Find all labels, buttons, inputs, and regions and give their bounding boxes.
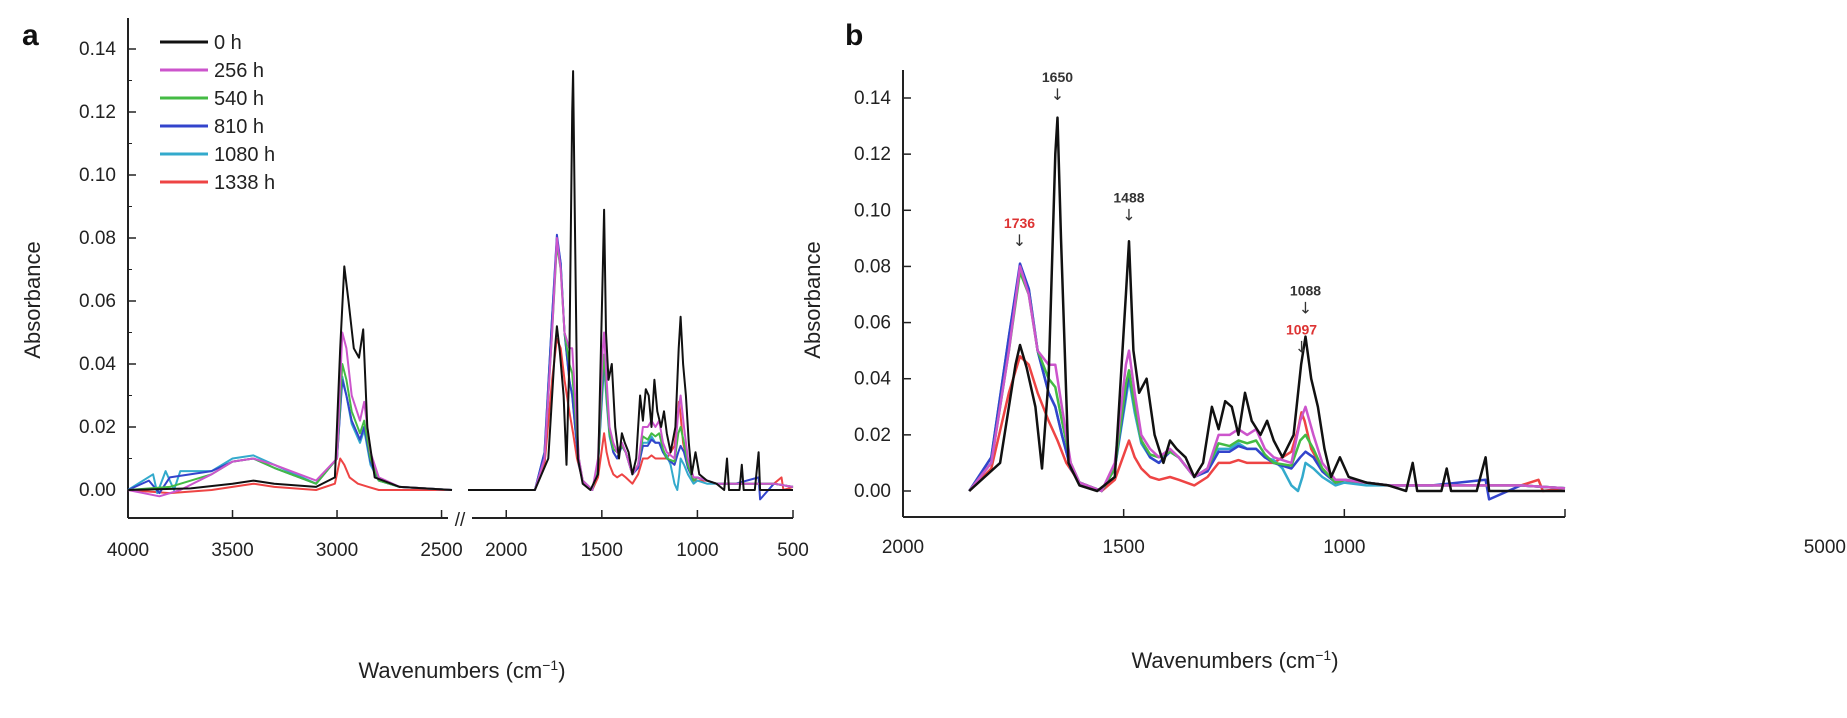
annotation-arrow-1488: ↓ [1122,206,1135,225]
legend-label-1080h: 1080 h [214,144,275,166]
legend-label-1338h: 1338 h [214,172,275,194]
panel-a-xtick-label: 2500 [420,540,462,561]
panel-a-series-0h-right [468,70,793,491]
panel-b-ytick-label: 0.04 [854,369,891,390]
panel-b-ytick-label: 0.00 [854,481,891,502]
panel-b-ytick-label: 0.10 [854,200,891,221]
panel-a-series-1080h-right [468,237,794,491]
panel-b-series [968,116,1566,501]
panel-a-ytick-label: 0.04 [79,354,116,375]
panel-b: b Absorbance Wavenumbers (cm−1) 0.00 0.02… [800,19,1846,673]
annotation-label-1650: 1650 [1042,69,1073,85]
panel-a-xtick-label: 4000 [107,540,149,561]
annotation-label-1097: 1097 [1286,322,1317,338]
panel-a-ytick-label: 0.12 [79,102,116,123]
panel-a-xtick-label: 3000 [316,540,358,561]
panel-b-xtick-label: 1500 [1103,537,1145,558]
panel-b-series-1338h [968,355,1566,493]
panel-a-xtick-label: 1500 [581,540,623,561]
annotation-arrow-1736: ↓ [1013,231,1026,250]
annotation-arrow-1097: ↓ [1295,338,1308,357]
panel-a-axis-break: // [455,510,466,531]
panel-b-xlabel: Wavenumbers (cm−1) [1131,647,1338,673]
panel-b-ytick-label: 0.14 [854,88,891,109]
panel-a-ytick-label: 0.02 [79,417,116,438]
panel-b-axes: 0.00 0.02 0.04 0.06 0.08 0.10 0.12 0.14 2000 1500… [854,70,1846,558]
panel-b-ytick-label: 0.06 [854,313,891,334]
panel-a-ytick-label: 0.06 [79,291,116,312]
panel-a-series-810h-left [127,378,453,495]
panel-a-legend: 0 h 256 h 540 h 810 h 1080 h 1338 h [160,32,275,194]
panel-a-series-0h-left [127,265,453,491]
panel-a-series-540h-right [468,243,794,491]
panel-b-ytick-label: 0.12 [854,144,891,165]
panel-a-xtick-label: 2000 [485,540,527,561]
panel-a-ylabel: Absorbance [20,241,45,358]
panel-b-xtick-label: 5000 [1804,537,1846,558]
annotation-label-1488: 1488 [1113,190,1144,206]
panel-b-ytick-label: 0.08 [854,256,891,277]
panel-b-ytick-label: 0.02 [854,425,891,446]
panel-b-series-0h [968,116,1565,493]
panel-a-axes: // 0.00 0.02 0.04 0.06 0.08 0.10 0.12 0.14 4000 35… [79,18,809,561]
panel-a-letter: a [22,19,39,52]
panel-a-xtick-label: 1000 [676,540,718,561]
panel-b-annotations: 1650↓1488↓1736↓1088↓1097↓ [1004,69,1321,357]
panel-b-xtick-label: 2000 [882,537,924,558]
panel-a-ytick-label: 0.10 [79,165,116,186]
legend-label-0h: 0 h [214,32,242,54]
legend-label-810h: 810 h [214,116,264,138]
annotation-label-1736: 1736 [1004,215,1035,231]
panel-b-ylabel: Absorbance [800,241,825,358]
annotation-arrow-1650: ↓ [1051,85,1064,104]
panel-a-series [127,70,794,501]
annotation-arrow-1088: ↓ [1299,298,1312,317]
panel-b-xtick-label: 1000 [1323,537,1365,558]
panel-a-series-1338h-left [127,457,452,495]
panel-a-xlabel: Wavenumbers (cm−1) [358,657,565,683]
legend-label-540h: 540 h [214,88,264,110]
panel-a: a Absorbance Wavenumbers (cm−1) // 0.00 0.… [20,18,809,683]
legend-label-256h: 256 h [214,60,264,82]
annotation-label-1088: 1088 [1290,282,1321,298]
panel-a-xtick-label: 3500 [211,540,253,561]
panel-a-series-256h-left [127,331,453,498]
panel-a-series-256h-right [468,237,794,491]
panel-a-xtick-label: 500 [777,540,809,561]
panel-a-ytick-label: 0.14 [79,39,116,60]
panel-b-letter: b [845,19,863,52]
panel-a-ytick-label: 0.08 [79,228,116,249]
panel-a-ytick-label: 0.00 [79,480,116,501]
